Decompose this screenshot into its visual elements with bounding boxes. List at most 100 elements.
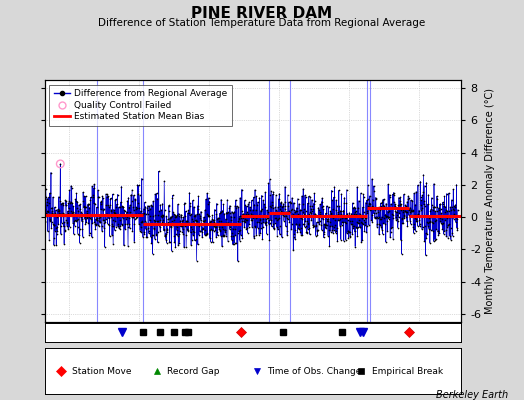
Point <box>341 215 349 221</box>
Point <box>70 211 79 217</box>
Point <box>161 232 169 238</box>
Point <box>181 208 190 214</box>
Point <box>389 191 397 198</box>
Point <box>129 204 137 211</box>
Point <box>330 194 338 200</box>
Point <box>323 203 331 209</box>
Point <box>336 216 344 222</box>
Point <box>242 211 250 217</box>
Point <box>354 217 363 224</box>
Point <box>388 212 397 218</box>
Point <box>211 206 219 213</box>
Point <box>174 242 182 248</box>
Point <box>80 216 89 222</box>
Point <box>106 196 114 203</box>
Point <box>345 229 353 235</box>
Point <box>440 228 449 234</box>
Point <box>219 233 227 240</box>
Point <box>60 211 68 218</box>
Point <box>292 204 301 211</box>
Point <box>72 190 81 196</box>
Point <box>344 217 352 223</box>
Point <box>394 218 402 224</box>
Point <box>428 207 436 213</box>
Point <box>207 226 215 232</box>
Point <box>156 202 165 208</box>
Point <box>373 224 381 230</box>
Point <box>304 220 312 226</box>
Point <box>72 217 81 224</box>
Point <box>174 210 183 217</box>
Point <box>143 221 151 227</box>
Point <box>396 202 405 208</box>
Point <box>184 227 192 234</box>
Point <box>68 185 76 191</box>
Point <box>141 218 149 224</box>
Point <box>158 214 166 221</box>
Point <box>372 215 380 222</box>
Point <box>432 217 440 223</box>
Point <box>205 198 214 205</box>
Point <box>425 240 434 246</box>
Point <box>93 217 101 224</box>
Point <box>432 208 441 214</box>
Point <box>203 231 211 238</box>
Point <box>226 210 234 216</box>
Point <box>89 211 97 218</box>
Point <box>114 220 123 227</box>
Point <box>307 210 315 216</box>
Point <box>60 240 68 247</box>
Point <box>113 212 121 219</box>
Point <box>217 196 225 203</box>
Point <box>351 205 359 211</box>
Point <box>99 206 107 213</box>
Point <box>395 214 403 220</box>
Point <box>223 220 232 226</box>
Point <box>252 232 260 238</box>
Point <box>146 234 155 240</box>
Point <box>213 200 221 207</box>
Point <box>106 195 115 202</box>
Point <box>69 220 77 226</box>
Point <box>115 213 124 219</box>
Point <box>377 216 386 222</box>
Point <box>313 227 322 234</box>
Point <box>224 220 233 226</box>
Point <box>187 224 195 230</box>
Point <box>207 217 215 224</box>
Point <box>152 231 160 238</box>
Point <box>214 215 223 221</box>
Point <box>380 214 388 221</box>
Point <box>202 196 210 202</box>
Point <box>273 232 281 239</box>
Point <box>49 220 58 227</box>
Point <box>216 233 225 239</box>
Point <box>434 228 442 234</box>
Point <box>86 215 94 221</box>
Point <box>451 204 459 210</box>
Point <box>409 224 418 230</box>
Point <box>300 210 308 217</box>
Point <box>430 204 439 210</box>
Point <box>268 198 277 205</box>
Point <box>346 212 355 218</box>
Point <box>69 208 78 215</box>
Text: Record Gap: Record Gap <box>168 366 220 376</box>
Point <box>277 199 286 205</box>
Point <box>410 215 419 222</box>
Point <box>369 205 377 211</box>
Point <box>294 210 302 217</box>
Point <box>367 217 375 223</box>
Point <box>165 202 173 209</box>
Point <box>418 224 427 230</box>
Point <box>200 218 208 224</box>
Point <box>335 203 344 210</box>
Point <box>302 230 311 236</box>
Point <box>297 225 305 232</box>
Point <box>179 226 187 232</box>
Point <box>321 222 330 228</box>
Point <box>59 202 67 208</box>
Point <box>185 190 193 196</box>
Point <box>415 217 423 224</box>
Point <box>367 205 375 212</box>
